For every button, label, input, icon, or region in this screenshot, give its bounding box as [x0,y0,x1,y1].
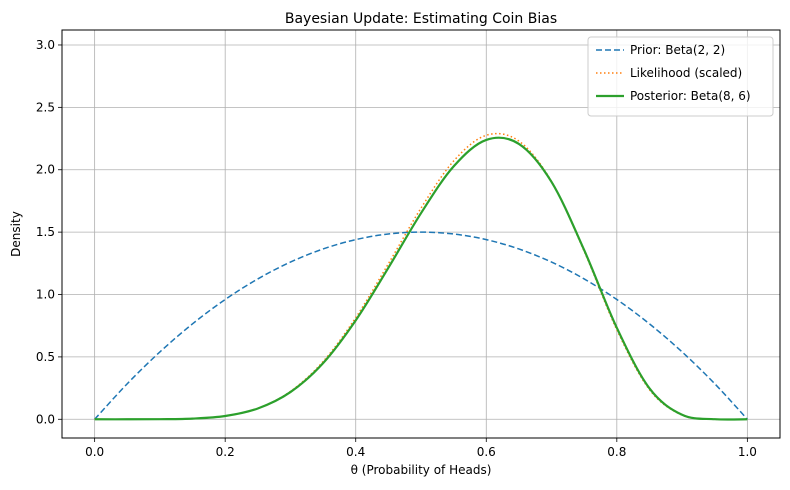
y-tick-label: 0.5 [36,350,55,364]
x-tick-label: 1.0 [738,445,757,459]
chart-title: Bayesian Update: Estimating Coin Bias [285,11,557,27]
legend-label-likelihood: Likelihood (scaled) [630,66,742,80]
series-layer [94,132,748,421]
x-tick-label: 0.2 [216,445,235,459]
x-axis-ticks: 0.0 0.2 0.4 0.6 0.8 1.0 [85,438,757,459]
y-axis-ticks: 0.0 0.5 1.0 1.5 2.0 2.5 3.0 [36,38,62,426]
x-tick-label: 0.6 [477,445,496,459]
legend: Prior: Beta(2, 2) Likelihood (scaled) Po… [587,36,774,117]
y-tick-label: 2.0 [36,163,55,177]
legend-label-posterior: Posterior: Beta(8, 6) [630,89,751,103]
x-tick-label: 0.4 [346,445,365,459]
y-tick-label: 2.5 [36,100,55,114]
series-line-prior [94,231,748,420]
plot-area [94,132,748,421]
y-tick-label: 0.0 [36,412,55,426]
series-line-posterior [94,136,748,421]
y-tick-label: 1.0 [36,288,55,302]
y-tick-label: 1.5 [36,225,55,239]
y-axis-title: Density [9,211,23,257]
legend-box [587,36,774,117]
legend-label-prior: Prior: Beta(2, 2) [630,43,725,57]
x-axis-title: θ (Probability of Heads) [351,463,492,477]
x-tick-label: 0.0 [85,445,104,459]
y-tick-label: 3.0 [36,38,55,52]
axes-frame [61,29,781,439]
x-tick-label: 0.8 [607,445,626,459]
